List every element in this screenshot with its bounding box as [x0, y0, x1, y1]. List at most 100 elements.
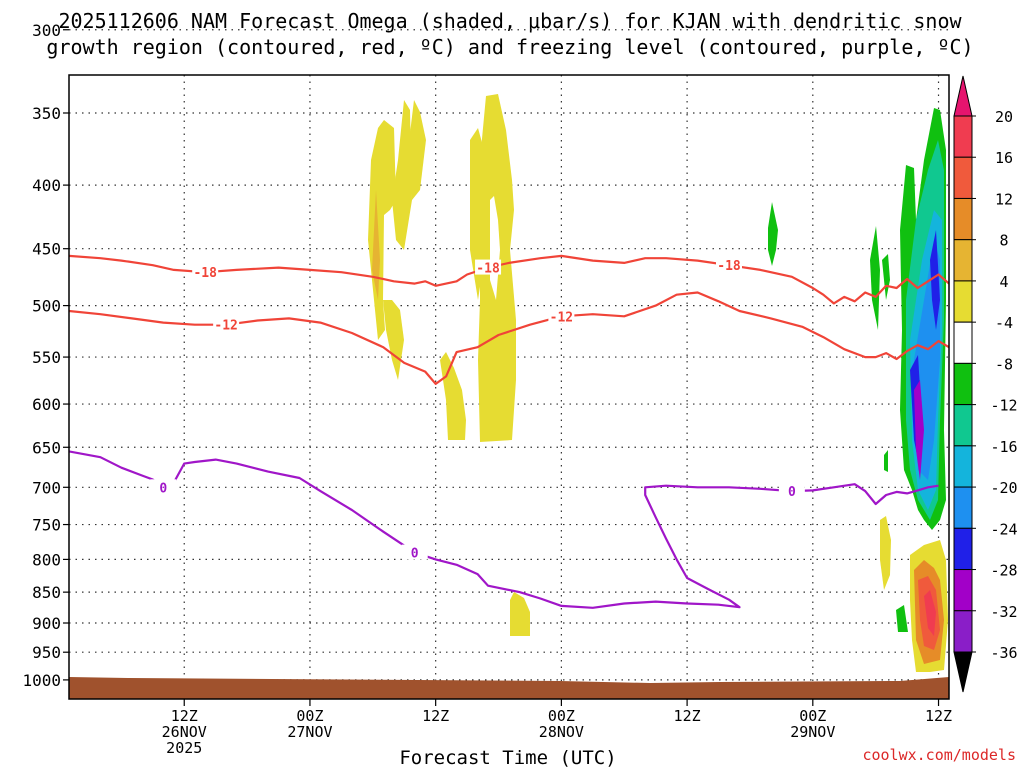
- y-tick-label: 650: [32, 438, 61, 457]
- colorbar-label: 4: [999, 273, 1008, 291]
- x-tick-label: 27NOV: [287, 723, 332, 741]
- y-tick-label: 800: [32, 550, 61, 569]
- y-tick-label: 700: [32, 478, 61, 497]
- colorbar-label: -4: [995, 314, 1013, 332]
- contour-label: 0: [788, 485, 796, 500]
- colorbar-label: 12: [995, 190, 1013, 208]
- colorbar-label: 8: [999, 232, 1008, 250]
- contour-labels: -18 -18 -18 -12 -12 0 0 0: [150, 257, 805, 562]
- y-tick-label: 1000: [22, 671, 61, 690]
- omega-shade: [924, 590, 936, 636]
- colorbar-under-triangle: [953, 651, 973, 693]
- x-tick-label: 12Z: [171, 707, 198, 725]
- x-tick-label: 12Z: [422, 707, 449, 725]
- colorbar-label: -28: [990, 562, 1017, 580]
- contour-dendritic-minus12: [69, 291, 949, 385]
- omega-shading: [368, 94, 948, 672]
- colorbar-swatch: [953, 156, 973, 199]
- omega-shade: [880, 516, 891, 590]
- colorbar-label: -12: [990, 397, 1017, 415]
- colorbar-swatch: [953, 321, 973, 364]
- colorbar-label: -32: [990, 603, 1017, 621]
- x-tick-label: 00Z: [799, 707, 826, 725]
- omega-shade: [930, 230, 940, 330]
- contours: [69, 254, 949, 609]
- y-tick-label: 600: [32, 395, 61, 414]
- watermark: coolwx.com/models: [862, 746, 1016, 764]
- omega-shade: [882, 254, 890, 300]
- contour-label-bg: [548, 308, 575, 324]
- chart-title-line-1: 2025112606 NAM Forecast Omega (shaded, μ…: [58, 9, 962, 33]
- colorbar-swatch: [953, 362, 973, 406]
- colorbar-swatch: [953, 527, 973, 571]
- omega-shade: [510, 592, 530, 636]
- omega-shade: [392, 100, 412, 250]
- y-tick-label: 400: [32, 176, 61, 195]
- contour-label: -18: [717, 259, 741, 274]
- colorbar-swatch: [953, 115, 973, 158]
- colorbar-swatch: [953, 486, 973, 529]
- colorbar-label: 16: [995, 149, 1013, 167]
- x-tick-label: 00Z: [296, 707, 323, 725]
- omega-shade: [408, 100, 426, 200]
- contour-label-bg: [213, 316, 240, 332]
- x-tick-label: 28NOV: [539, 723, 584, 741]
- contour-label-bg: [475, 259, 502, 275]
- contour-label-bg: [150, 479, 177, 495]
- colorbar-over-triangle: [953, 75, 973, 117]
- y-tick-label: 300: [32, 21, 61, 40]
- colorbar-swatch: [953, 610, 973, 653]
- y-tick-label: 950: [32, 643, 61, 662]
- colorbar: 20 16 12 8 4 -4 -8 -12 -16 -20 -24 -28 -32 -36: [953, 75, 1018, 693]
- colorbar-swatch: [953, 445, 973, 488]
- chart-title-line-2: growth region (contoured, red, ºC) and f…: [46, 35, 973, 59]
- omega-shade: [896, 605, 908, 632]
- x-axis-title: Forecast Time (UTC): [399, 747, 616, 768]
- y-tick-label: 500: [32, 297, 61, 316]
- colorbar-label: -36: [990, 644, 1017, 662]
- y-axis: 2503003504004505005506006507007508008509…: [22, 21, 69, 690]
- x-tick-label: 26NOV: [162, 723, 207, 741]
- omega-shade: [870, 226, 880, 330]
- plot-frame: [68, 74, 950, 700]
- y-tick-label: 550: [32, 348, 61, 367]
- omega-shade: [884, 450, 888, 472]
- colorbar-label: 20: [995, 108, 1013, 126]
- omega-negative-shading: [768, 108, 946, 632]
- x-tick-label: 29NOV: [790, 723, 835, 741]
- contour-dendritic-minus18: [69, 254, 949, 305]
- contour-label: -18: [476, 262, 500, 277]
- colorbar-label: -20: [990, 479, 1017, 497]
- colorbar-label: -24: [990, 520, 1017, 538]
- ground-surface: [69, 677, 949, 699]
- colorbar-label: -8: [995, 355, 1013, 373]
- x-tick-label: 12Z: [674, 707, 701, 725]
- colorbar-swatch: [953, 197, 973, 241]
- colorbar-swatch: [953, 280, 973, 323]
- colorbar-swatch: [953, 239, 973, 282]
- colorbar-label: -16: [990, 438, 1017, 456]
- contour-label: -18: [193, 266, 217, 281]
- contour-label: 0: [411, 547, 419, 562]
- omega-shade: [372, 190, 380, 300]
- y-tick-label: 900: [32, 614, 61, 633]
- contour-label: 0: [159, 481, 167, 496]
- contour-label-bg: [192, 264, 219, 280]
- y-tick-label: 350: [32, 104, 61, 123]
- colorbar-swatch: [953, 569, 973, 612]
- y-tick-label: 850: [32, 583, 61, 602]
- y-tick-label: 750: [32, 516, 61, 535]
- contour-freezing-0: [69, 450, 939, 609]
- colorbar-swatch: [953, 404, 973, 447]
- contour-label-bg: [716, 257, 742, 273]
- contour-label-bg: [778, 483, 805, 499]
- contour-label: -12: [214, 319, 237, 334]
- contour-label: -12: [550, 310, 573, 325]
- y-tick-label: 450: [32, 240, 61, 259]
- contour-label-bg: [401, 544, 428, 560]
- x-tick-label: 12Z: [925, 707, 952, 725]
- x-tick-label: 2025: [166, 739, 202, 757]
